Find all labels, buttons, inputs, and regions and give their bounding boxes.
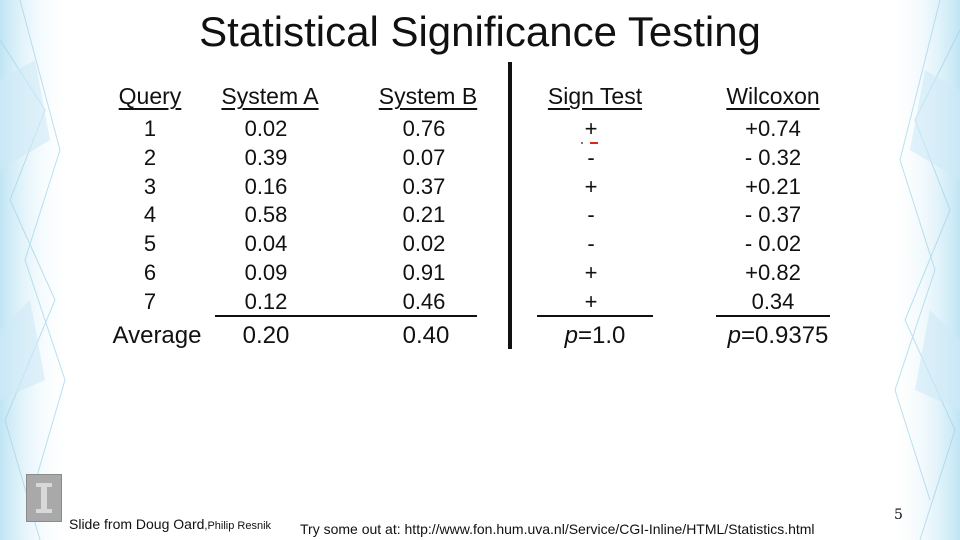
cell-system-b: 0.21 (402, 202, 446, 227)
cell-sign: + (584, 174, 598, 199)
cell-system-a: 0.58 (244, 202, 288, 227)
cell-system-b: 0.02 (402, 231, 446, 256)
summary-rule-sign (537, 315, 653, 317)
cell-wilcoxon: - 0.37 (744, 202, 802, 227)
cell-wilcoxon: - 0.02 (744, 231, 802, 256)
average-label: Average (112, 322, 202, 349)
cell-system-a: 0.12 (244, 289, 288, 314)
credit-suffix: ,Philip Resnik (204, 520, 272, 532)
cell-sign: - (587, 145, 595, 170)
cell-system-a: 0.04 (244, 231, 288, 256)
statistics-link-text: Try some out at: http://www.fon.hum.uva.… (300, 521, 815, 537)
wilcoxon-p-value: p=0.9375 (713, 322, 843, 350)
p-symbol: p (564, 322, 578, 349)
cell-wilcoxon: 0.34 (751, 289, 795, 314)
cell-sign: - (587, 202, 595, 227)
page-number: 5 (894, 507, 903, 523)
p-value: =0.9375 (740, 322, 829, 349)
slide-title: Statistical Significance Testing (199, 8, 761, 55)
cell-system-b: 0.91 (402, 260, 446, 285)
annotation-mark (590, 142, 598, 144)
cell-query: 1 (143, 116, 157, 141)
cell-sign: + (584, 116, 598, 141)
cell-query: 5 (143, 231, 157, 256)
cell-system-a: 0.09 (244, 260, 288, 285)
annotation-dot (581, 142, 583, 144)
average-system-a: 0.20 (242, 322, 290, 349)
cell-system-a: 0.39 (244, 145, 288, 170)
cell-system-b: 0.37 (402, 174, 446, 199)
summary-rule-systems (215, 315, 477, 317)
average-system-b: 0.40 (402, 322, 450, 349)
p-value: =1.0 (577, 322, 626, 349)
header-query: Query (118, 83, 182, 109)
cell-wilcoxon: +0.74 (745, 116, 801, 141)
cell-query: 7 (143, 289, 157, 314)
summary-rule-wilcoxon (716, 315, 830, 317)
cell-wilcoxon: - 0.32 (744, 145, 802, 170)
sign-test-p-value: p=1.0 (535, 322, 655, 350)
cell-wilcoxon: +0.82 (745, 260, 801, 285)
cell-system-b: 0.76 (402, 116, 446, 141)
cell-query: 6 (143, 260, 157, 285)
cell-sign: - (587, 231, 595, 256)
cell-query: 4 (143, 202, 157, 227)
slide-credit: Slide from Doug Oard,Philip Resnik (69, 516, 271, 532)
cell-system-b: 0.07 (402, 145, 446, 170)
header-wilcoxon: Wilcoxon (726, 83, 820, 109)
cell-sign: + (584, 289, 598, 314)
university-logo (26, 474, 62, 522)
cell-query: 2 (143, 145, 157, 170)
p-symbol: p (727, 322, 741, 349)
cell-system-a: 0.16 (244, 174, 288, 199)
cell-sign: + (584, 260, 598, 285)
header-sign-test: Sign Test (547, 83, 643, 109)
cell-system-b: 0.46 (402, 289, 446, 314)
header-system-b: System B (378, 83, 478, 109)
header-system-a: System A (221, 83, 319, 109)
column-divider (508, 62, 512, 349)
cell-system-a: 0.02 (244, 116, 288, 141)
cell-wilcoxon: +0.21 (745, 174, 801, 199)
cell-query: 3 (143, 174, 157, 199)
credit-text: Slide from Doug Oard (69, 516, 205, 532)
